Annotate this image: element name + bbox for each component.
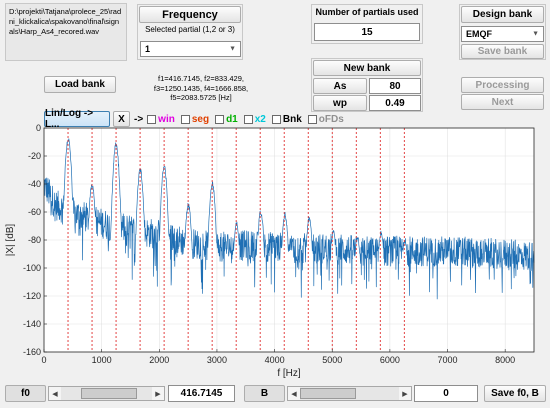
check-label: win xyxy=(158,113,175,125)
y-tick-label: -80 xyxy=(28,235,41,245)
check-win[interactable]: win xyxy=(147,114,175,125)
check-seg[interactable]: seg xyxy=(180,113,210,125)
file-path-text: D:\projekti\Tatjana\prolece_25\radni_kli… xyxy=(9,7,122,36)
triangle-right-icon[interactable]: ▶ xyxy=(399,387,411,400)
x-tick-label: 0 xyxy=(41,355,46,365)
x-tick-label: 3000 xyxy=(207,355,227,365)
file-path-panel: D:\projekti\Tatjana\prolece_25\radni_kli… xyxy=(5,3,127,61)
check-x2[interactable]: x2 xyxy=(243,113,266,125)
partial-select-value: 1 xyxy=(145,44,151,54)
partials-input[interactable]: 15 xyxy=(314,23,420,41)
f0-slider[interactable]: ◀ ▶ xyxy=(48,386,165,401)
as-label: As xyxy=(313,78,367,94)
processing-button[interactable]: Processing xyxy=(461,77,544,93)
b-label: B xyxy=(244,385,285,402)
check-d1[interactable]: d1 xyxy=(215,114,238,125)
y-tick-label: 0 xyxy=(36,123,41,133)
load-bank-button[interactable]: Load bank xyxy=(44,76,116,93)
checkbox-icon[interactable] xyxy=(180,114,190,124)
frequency-info-line3: f5=2083.5725 [Hz] xyxy=(170,93,232,102)
x-axis-label: f [Hz] xyxy=(277,368,301,379)
y-tick-label: -60 xyxy=(28,207,41,217)
as-input[interactable]: 80 xyxy=(369,78,421,94)
frequency-info-line2: f3=1250.1435, f4=1666.858, xyxy=(153,83,249,93)
checkbox-icon[interactable] xyxy=(243,114,253,124)
y-tick-label: -20 xyxy=(28,151,41,161)
x-tick-label: 2000 xyxy=(149,355,169,365)
frequency-info: f1=416.7145, f2=833.429, f3=1250.1435, f… xyxy=(136,74,266,103)
chevron-down-icon: ▼ xyxy=(229,45,236,53)
check-bnk[interactable]: Bnk xyxy=(271,113,302,125)
partials-title: Number of partials used xyxy=(315,7,419,17)
arrow-label: -> xyxy=(134,113,144,125)
x-tick-label: 4000 xyxy=(265,355,285,365)
checkbox-icon[interactable] xyxy=(271,114,281,124)
wp-label: wp xyxy=(313,95,367,111)
design-bank-panel: Design bank EMQF ▼ Save bank xyxy=(459,4,546,60)
triangle-left-icon[interactable]: ◀ xyxy=(288,387,300,400)
x-tick-label: 5000 xyxy=(322,355,342,365)
f0-input[interactable]: 416.7145 xyxy=(168,385,235,402)
partials-panel: Number of partials used 15 xyxy=(311,4,423,44)
f0-label: f0 xyxy=(5,385,46,402)
toggle-checks: win seg d1 x2 Bnk oFDs xyxy=(147,114,350,125)
new-bank-title: New bank xyxy=(313,60,421,76)
b-input[interactable]: 0 xyxy=(414,385,478,402)
f0-slider-thumb[interactable] xyxy=(81,388,138,399)
partial-select[interactable]: 1 ▼ xyxy=(140,41,241,57)
checkbox-icon[interactable] xyxy=(215,114,225,124)
x-tick-label: 6000 xyxy=(380,355,400,365)
save-bank-button[interactable]: Save bank xyxy=(461,44,544,59)
save-f0-b-button[interactable]: Save f0, B xyxy=(484,385,546,402)
spectrum-chart: 0 1000 2000 3000 4000 5000 6000 7000 8000 0 -20 -40… xyxy=(5,123,535,379)
plot-toolbar: -> win seg d1 x2 Bnk oFDs xyxy=(134,112,350,126)
x-tick-label: 7000 xyxy=(438,355,458,365)
checkbox-icon[interactable] xyxy=(307,114,317,124)
b-slider-thumb[interactable] xyxy=(300,388,356,399)
b-slider[interactable]: ◀ ▶ xyxy=(287,386,412,401)
triangle-right-icon[interactable]: ▶ xyxy=(152,387,164,400)
checkbox-icon[interactable] xyxy=(147,114,157,124)
frequency-panel: Frequency Selected partial (1,2 or 3) 1 … xyxy=(137,4,243,60)
frequency-subtitle: Selected partial (1,2 or 3) xyxy=(145,25,235,34)
y-tick-label: -140 xyxy=(23,319,41,329)
check-label: x2 xyxy=(254,113,266,125)
spectrum-line xyxy=(43,138,535,300)
lin-log-button[interactable]: Lin/Log -> L... xyxy=(44,108,110,130)
y-tick-label: -100 xyxy=(23,263,41,273)
x-tick-label: 1000 xyxy=(92,355,112,365)
triangle-left-icon[interactable]: ◀ xyxy=(49,387,61,400)
x-button[interactable]: X xyxy=(113,111,130,127)
design-bank-button[interactable]: Design bank xyxy=(461,6,544,23)
check-ofds[interactable]: oFDs xyxy=(307,113,344,125)
x-tick-label: 8000 xyxy=(495,355,515,365)
wp-input[interactable]: 0.49 xyxy=(369,95,421,111)
check-label: Bnk xyxy=(282,113,302,125)
new-bank-panel: New bank As 80 wp 0.49 xyxy=(311,58,423,112)
y-tick-label: -40 xyxy=(28,179,41,189)
frequency-title: Frequency xyxy=(139,6,241,23)
check-label: oFDs xyxy=(318,113,344,125)
check-label: d1 xyxy=(226,113,238,125)
bank-method-value: EMQF xyxy=(466,29,492,39)
bank-method-select[interactable]: EMQF ▼ xyxy=(461,26,544,42)
chevron-down-icon: ▼ xyxy=(532,30,539,38)
frequency-info-line1: f1=416.7145, f2=833.429, xyxy=(158,74,244,83)
y-axis-label: |X| [dB] xyxy=(5,224,16,257)
check-label: seg xyxy=(191,113,210,125)
next-button[interactable]: Next xyxy=(461,94,544,110)
y-tick-label: -160 xyxy=(23,347,41,357)
y-tick-label: -120 xyxy=(23,291,41,301)
